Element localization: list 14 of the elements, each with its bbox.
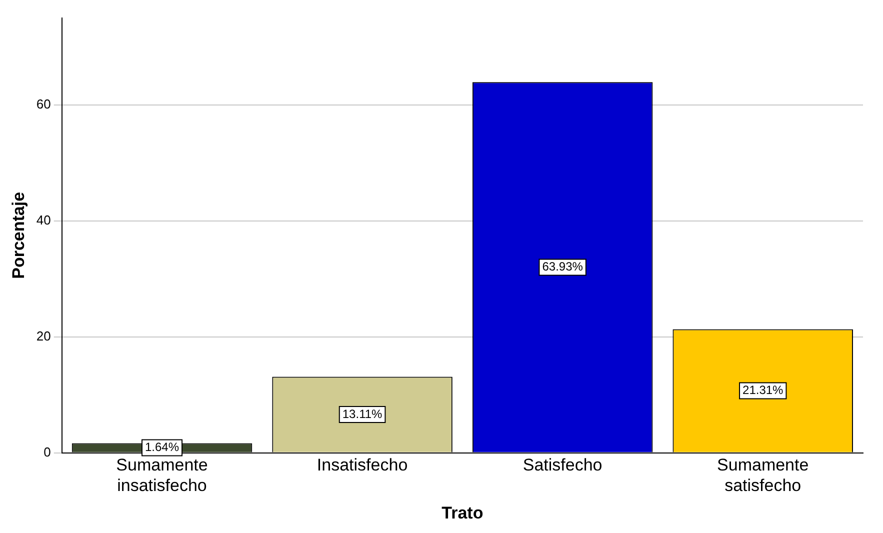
y-tick-label: 40 [36,212,51,228]
y-axis-title: Porcentaje [8,192,28,279]
y-tick-label: 20 [36,328,51,344]
x-tick-label: Sumamente insatisfecho [116,456,208,496]
data-label: 21.31% [742,383,784,398]
y-tick-label: 60 [36,96,51,112]
x-axis-title: Trato [442,503,484,522]
x-tick-label: Sumamente satisfecho [717,456,809,496]
y-tick-label: 0 [44,444,51,460]
data-label: 13.11% [342,406,383,421]
data-label: 1.64% [144,440,180,454]
x-tick-label: Insatisfecho [316,456,408,475]
x-tick-label: Satisfecho [522,456,602,475]
data-label: 63.93% [542,260,584,274]
